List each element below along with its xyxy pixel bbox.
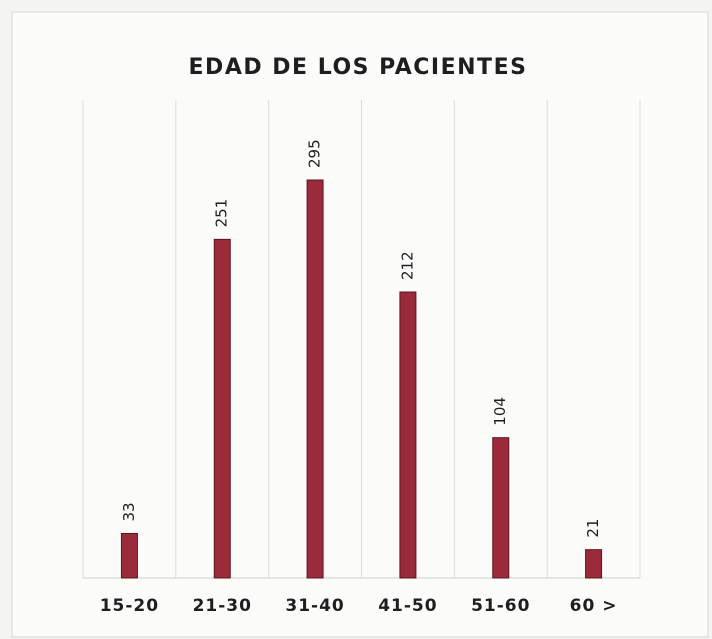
bar <box>492 437 510 579</box>
x-tick-label: 15-20 <box>100 596 159 616</box>
chart-background <box>11 11 709 638</box>
chart-title: EDAD DE LOS PACIENTES <box>189 55 528 80</box>
bar <box>120 532 138 579</box>
bar <box>213 238 231 579</box>
data-label: 212 <box>398 251 416 280</box>
x-tick-label: 60 > <box>570 596 618 616</box>
x-tick-label: 31-40 <box>285 596 344 616</box>
x-tick-label: 21-30 <box>193 596 252 616</box>
x-tick-label: 51-60 <box>471 596 530 616</box>
bar <box>585 549 603 579</box>
data-label: 104 <box>491 397 509 426</box>
bar <box>399 291 417 579</box>
data-label: 295 <box>306 139 324 168</box>
data-label: 251 <box>213 199 231 228</box>
data-label: 21 <box>584 519 602 538</box>
x-tick-label: 41-50 <box>378 596 437 616</box>
bar <box>306 179 324 579</box>
data-label: 33 <box>120 502 138 521</box>
